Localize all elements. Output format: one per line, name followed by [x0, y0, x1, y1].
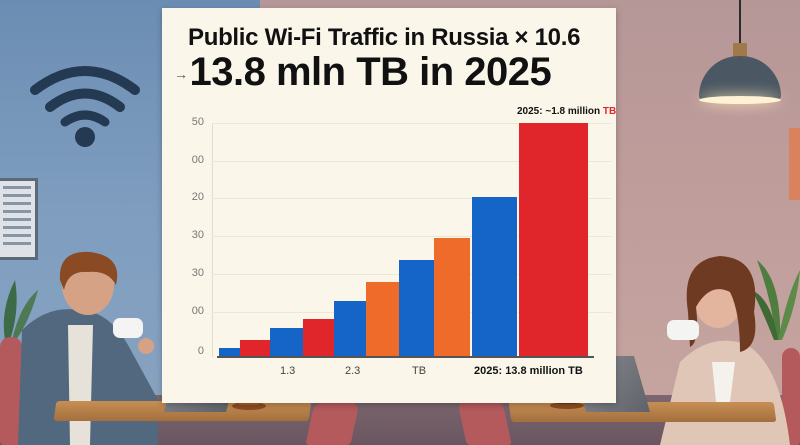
x-tick-label-2025: 2025: 13.8 million TB [474, 365, 583, 377]
gridline [212, 236, 612, 237]
gridline [212, 123, 612, 124]
arrow-right-icon: → [174, 66, 188, 83]
lamp-cord [739, 0, 741, 45]
plant-left-icon [3, 280, 38, 340]
gridline [212, 198, 612, 199]
y-tick-label: 30 [191, 267, 204, 279]
x-tick-label: 2.3 [345, 365, 361, 377]
plant-right-icon [752, 260, 800, 340]
top-annotation: 2025: ~1.8 million TB [517, 106, 616, 117]
y-tick-label: 00 [191, 305, 204, 317]
y-axis [212, 123, 213, 357]
x-tick-label: TB [412, 365, 427, 377]
bar-9 [472, 197, 517, 357]
x-axis [217, 356, 594, 358]
chair-center-right [457, 400, 512, 445]
bar-2 [240, 340, 270, 357]
x-tick-label: 1.3 [280, 365, 296, 377]
chart-subtitle: →13.8 mln TB in 2025 [174, 50, 552, 95]
y-tick-label: 20 [191, 191, 204, 203]
bar-3 [270, 328, 303, 357]
bar-7 [399, 260, 434, 357]
bar-4 [303, 319, 334, 357]
bar-10 [519, 123, 588, 357]
chart-panel: Public Wi-Fi Traffic in Russia × 10.6 →1… [162, 8, 616, 403]
bar-8 [434, 238, 470, 357]
bar-1 [219, 348, 240, 357]
chair-right [782, 348, 800, 445]
gridline [212, 161, 612, 162]
top-annotation-highlight: TB [602, 106, 617, 117]
chart-title: Public Wi-Fi Traffic in Russia × 10.6 [188, 24, 581, 51]
y-tick-label: 00 [191, 154, 204, 166]
wall-orange-panel [789, 128, 800, 200]
top-annotation-text: 2025: ~1.8 million [517, 106, 603, 117]
chair-left [0, 337, 22, 445]
chair-center-left [305, 402, 360, 445]
wifi-icon [30, 66, 140, 147]
y-tick-label: 50 [191, 116, 204, 128]
y-tick-label: 30 [191, 229, 204, 241]
bar-6 [366, 282, 399, 357]
saucer-right [550, 402, 584, 409]
lamp-cap [733, 43, 747, 57]
lamp-glow [699, 96, 781, 104]
bar-5 [334, 301, 366, 357]
y-tick-label: 0 [197, 345, 204, 357]
saucer-left [232, 402, 266, 410]
wall-picture-frame [0, 178, 38, 260]
chart-subtitle-text: 13.8 mln TB in 2025 [189, 50, 552, 94]
